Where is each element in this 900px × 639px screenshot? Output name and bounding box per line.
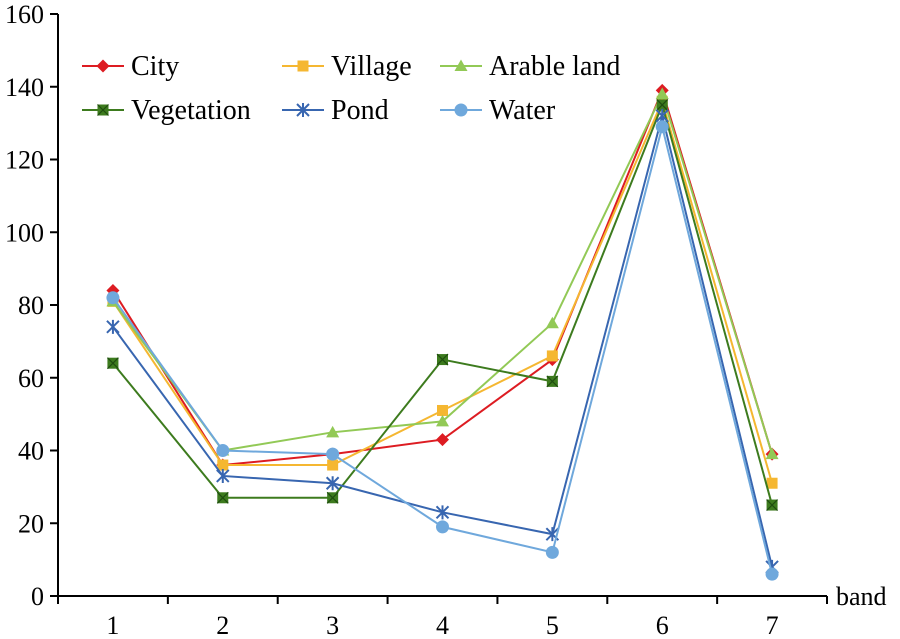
legend-item-vegetation: Vegetation — [82, 95, 251, 126]
y-tick-label: 0 — [31, 582, 44, 611]
data-point-city — [436, 433, 449, 447]
data-point-pond — [325, 476, 340, 491]
legend-marker — [97, 104, 109, 116]
data-point-water — [326, 447, 340, 461]
data-point-water — [765, 567, 779, 581]
data-point-arable-land — [436, 414, 449, 427]
y-tick-label: 20 — [18, 509, 44, 538]
legend-item-water: Water — [440, 95, 556, 126]
x-tick-label: 7 — [766, 611, 779, 639]
legend-label: Arable land — [489, 51, 620, 82]
x-tick-label: 2 — [216, 611, 229, 639]
series-pond — [106, 108, 779, 574]
data-point-arable-land — [765, 447, 779, 460]
series-layer — [106, 83, 779, 581]
series-line-pond — [112, 115, 774, 568]
y-tick-label: 100 — [5, 218, 44, 247]
legend-label: Water — [489, 95, 556, 126]
data-point-pond — [216, 468, 230, 483]
data-point-village — [766, 477, 778, 489]
data-point-village — [546, 350, 558, 362]
data-point-arable-land — [326, 425, 340, 438]
data-point-arable-land — [545, 316, 559, 329]
legend-marker — [297, 60, 309, 72]
legend-label: Village — [331, 51, 412, 82]
data-point-vegetation — [326, 491, 339, 504]
data-point-village — [437, 404, 448, 416]
legend-marker — [454, 59, 468, 71]
y-tick-label: 160 — [5, 0, 44, 29]
data-point-water — [106, 291, 120, 305]
x-axis-title: band — [836, 582, 887, 611]
x-tick-label: 1 — [106, 611, 119, 639]
axes: 0 20 40 60 80 100 120 140 160 1 2 3 4 5 6 7 band — [5, 0, 887, 639]
data-point-arable-land — [655, 87, 669, 100]
legend-item-village: Village — [282, 51, 412, 82]
data-point-vegetation — [546, 375, 559, 388]
x-tick-label: 3 — [326, 611, 339, 639]
series-arable-land — [106, 87, 779, 460]
y-axis-ticks: 0 20 40 60 80 100 120 140 160 — [5, 0, 58, 611]
data-point-pond — [106, 319, 120, 334]
y-tick-label: 80 — [18, 291, 44, 320]
legend-label: Pond — [331, 95, 389, 126]
data-point-pond — [435, 505, 450, 520]
legend-item-pond: Pond — [282, 95, 389, 126]
x-tick-label: 6 — [656, 611, 669, 639]
x-tick-label: 5 — [546, 611, 559, 639]
data-point-vegetation — [107, 357, 119, 370]
legend-marker — [96, 59, 110, 73]
y-tick-label: 60 — [18, 364, 44, 393]
y-tick-label: 40 — [18, 437, 44, 466]
legend-label: City — [131, 51, 179, 82]
data-point-vegetation — [216, 491, 229, 504]
data-point-water — [655, 120, 669, 134]
data-point-village — [327, 459, 339, 471]
legend-marker — [454, 103, 468, 117]
x-tick-label: 4 — [436, 611, 449, 639]
data-point-village — [217, 459, 229, 471]
data-point-water — [545, 545, 559, 559]
legend-marker — [296, 103, 310, 117]
data-point-vegetation — [436, 353, 449, 366]
x-axis-ticks: 1 2 3 4 5 6 7 — [57, 596, 828, 639]
legend-item-arable-land: Arable land — [440, 51, 620, 82]
y-tick-label: 120 — [5, 146, 44, 175]
legend-item-city: City — [82, 51, 179, 82]
data-point-water — [436, 520, 449, 534]
legend: City Village Arable land Vegetation Pond Wate… — [82, 51, 620, 126]
series-water — [106, 120, 779, 581]
data-point-water — [216, 444, 230, 457]
data-point-vegetation — [656, 99, 669, 111]
legend-label: Vegetation — [131, 95, 251, 126]
y-tick-label: 140 — [5, 73, 44, 102]
series-vegetation — [107, 99, 778, 511]
data-point-vegetation — [766, 499, 778, 511]
